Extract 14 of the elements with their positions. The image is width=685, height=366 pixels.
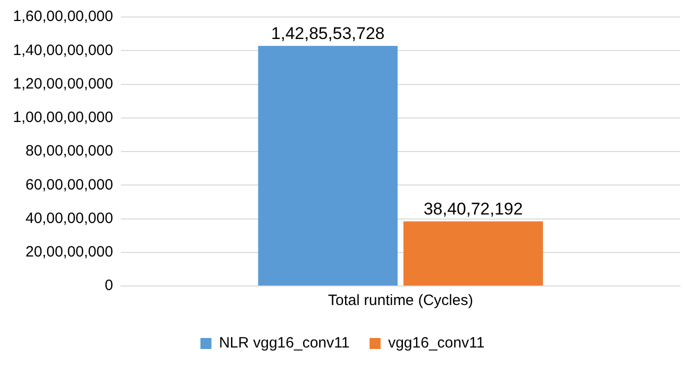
data-label: 38,40,72,192 [424, 200, 523, 219]
legend-label: NLR vgg16_conv11 [218, 334, 350, 352]
y-tick-label: 1,20,00,00,000 [13, 75, 114, 92]
x-tick-label: Total runtime (Cycles) [328, 292, 474, 310]
data-label: 1,42,85,53,728 [271, 24, 385, 44]
y-tick-label: 40,00,00,000 [26, 210, 114, 227]
y-tick-label: 20,00,00,000 [26, 244, 114, 261]
y-tick-label: 1,40,00,00,000 [13, 42, 114, 59]
y-tick-label: 0 [104, 277, 114, 294]
legend-label: vgg16_conv11 [388, 334, 485, 352]
y-tick-label: 60,00,00,000 [26, 176, 114, 194]
y-tick-label: 1,00,00,00,000 [13, 109, 114, 126]
y-tick-label: 1,60,00,00,000 [13, 8, 114, 26]
y-tick-label: 80,00,00,000 [26, 142, 114, 160]
